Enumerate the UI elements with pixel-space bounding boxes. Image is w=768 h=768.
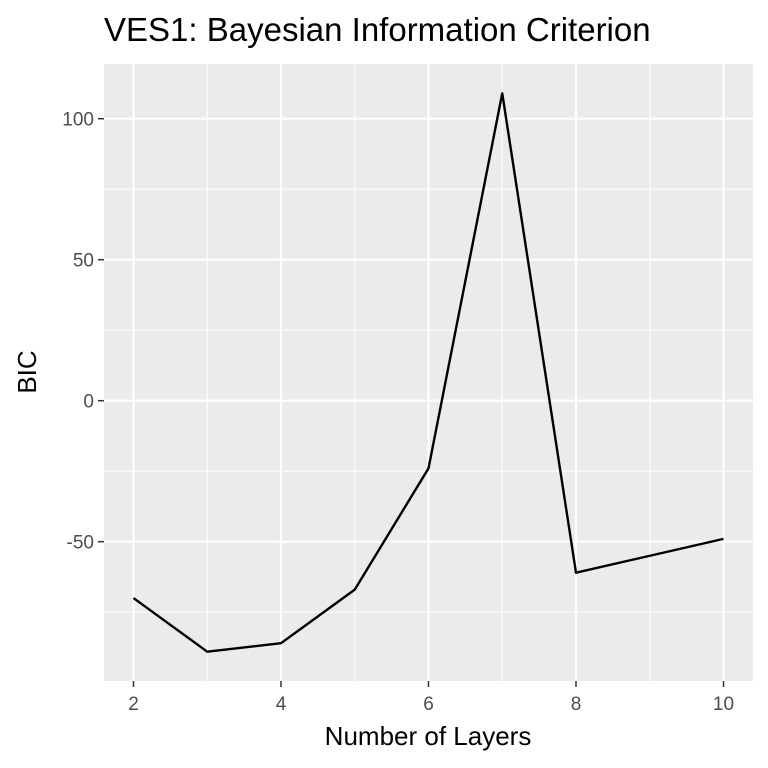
x-tick-label: 2 (128, 694, 139, 715)
x-tick-label: 6 (423, 694, 434, 715)
bic-series-line (132, 92, 724, 653)
x-tick-label: 8 (571, 694, 582, 715)
y-axis-title: BIC (12, 350, 42, 393)
x-axis-title: Number of Layers (325, 721, 532, 751)
y-tick-label: 0 (83, 392, 94, 413)
x-tick-label: 10 (713, 694, 734, 715)
series-layer (132, 92, 724, 653)
x-axis: 2 4 6 8 10 (128, 681, 734, 715)
chart-title: VES1: Bayesian Information Criterion (104, 11, 651, 48)
y-tick-label: 50 (73, 251, 94, 272)
y-axis: -50 0 50 100 (62, 110, 104, 554)
x-tick-label: 4 (276, 694, 287, 715)
major-grid (104, 64, 753, 681)
y-tick-label: -50 (67, 533, 94, 554)
y-tick-label: 100 (62, 110, 94, 131)
